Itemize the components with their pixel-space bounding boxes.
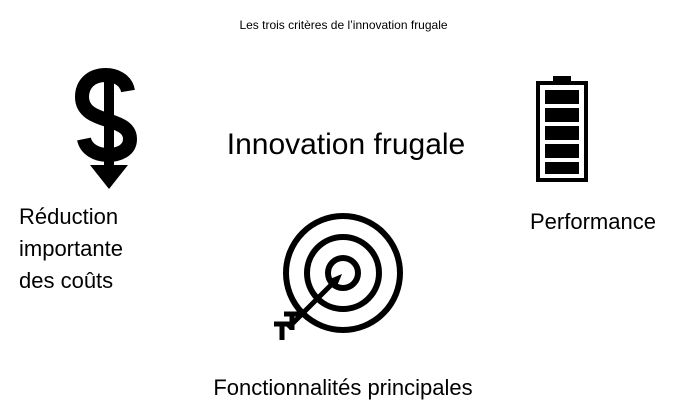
diagram-caption: Les trois critères de l’innovation fruga… <box>239 18 448 32</box>
criterion-performance-label: Performance <box>530 209 656 234</box>
criterion-cost-reduction-label: Réduction importante des coûts <box>19 204 123 293</box>
dollar-down-arrow-icon <box>74 67 138 189</box>
criterion-core-features-label: Fonctionnalités principales <box>213 375 473 400</box>
target-arrow-icon <box>274 213 403 340</box>
battery-full-icon <box>536 76 588 182</box>
center-title: Innovation frugale <box>226 128 466 161</box>
